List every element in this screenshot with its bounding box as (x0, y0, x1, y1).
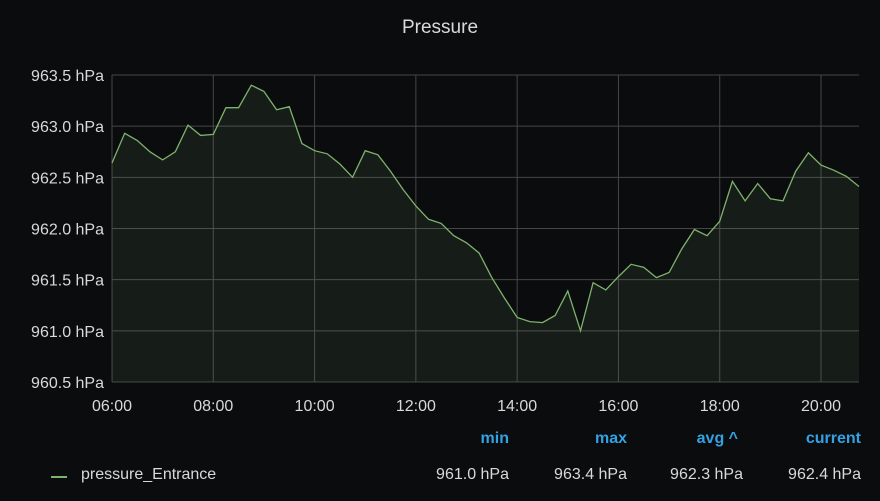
legend-series-avg: 962.3 hPa (670, 466, 743, 483)
x-tick-label: 16:00 (598, 398, 638, 415)
x-tick-label: 18:00 (700, 398, 740, 415)
y-tick-label: 962.0 hPa (31, 222, 104, 239)
y-tick-label: 962.5 hPa (31, 170, 104, 187)
x-tick-label: 12:00 (396, 398, 436, 415)
y-tick-label: 960.5 hPa (31, 375, 104, 392)
chart-svg: 960.5 hPa 961.0 hPa 961.5 hPa 962.0 hPa 962.… (31, 68, 860, 415)
legend-series-name[interactable]: pressure_Entrance (81, 466, 217, 483)
y-tick-label: 961.0 hPa (31, 324, 104, 341)
x-tick-label: 08:00 (193, 398, 233, 415)
grid (111, 74, 859, 383)
x-tick-label: 10:00 (295, 398, 335, 415)
x-tick-label: 14:00 (497, 398, 537, 415)
series-line (111, 84, 860, 334)
legend-series-current: 962.4 hPa (788, 466, 861, 483)
y-tick-label: 961.5 hPa (31, 273, 104, 290)
y-tick-label: 963.0 hPa (31, 119, 104, 136)
series-area (112, 85, 859, 382)
legend-series-row: pressure_Entrance 961.0 hPa 963.4 hPa 96… (0, 466, 880, 488)
legend-header-current[interactable]: current (805, 430, 861, 447)
x-axis-ticks: 06:00 08:00 10:00 12:00 14:00 16:00 18:00 20:00 (92, 398, 841, 415)
series-line-path[interactable] (111, 84, 860, 334)
y-tick-label: 963.5 hPa (31, 68, 104, 85)
x-tick-label: 06:00 (92, 398, 132, 415)
legend-header-min[interactable]: min (480, 430, 509, 447)
series-area-fill (112, 85, 859, 382)
y-axis-ticks: 960.5 hPa 961.0 hPa 961.5 hPa 962.0 hPa 962.… (31, 68, 104, 392)
legend-series-max: 963.4 hPa (554, 466, 627, 483)
legend-series-min: 961.0 hPa (436, 466, 509, 483)
x-tick-label: 20:00 (801, 398, 841, 415)
legend-series-swatch[interactable] (51, 476, 67, 478)
legend-header-avg[interactable]: avg ^ (696, 430, 738, 447)
panel-title[interactable]: Pressure (401, 17, 479, 38)
legend-header-max[interactable]: max (594, 430, 627, 447)
